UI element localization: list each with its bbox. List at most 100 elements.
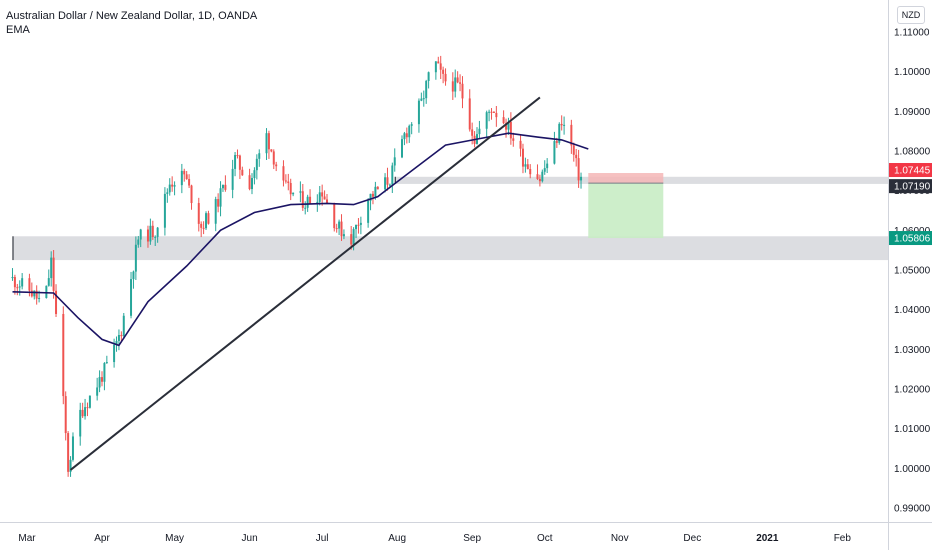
candle-body bbox=[572, 145, 575, 155]
candle-body bbox=[507, 121, 510, 130]
candle-body bbox=[84, 407, 87, 417]
time-tick-label: Jul bbox=[316, 533, 329, 544]
candle-body bbox=[558, 123, 561, 143]
candle-body bbox=[151, 225, 154, 238]
candle-body bbox=[444, 73, 447, 82]
price-badge-label-stop: 1.07445 bbox=[894, 166, 931, 177]
candle-body bbox=[401, 139, 403, 158]
candle-body bbox=[96, 387, 99, 396]
candle-body bbox=[217, 199, 220, 207]
candle-body bbox=[338, 221, 341, 229]
candle-body bbox=[234, 155, 237, 169]
time-tick-label: Mar bbox=[18, 533, 36, 544]
candle-body bbox=[485, 112, 488, 129]
price-tick-label: 1.04000 bbox=[894, 305, 931, 316]
candle-body bbox=[21, 278, 24, 287]
currency-button[interactable]: NZD bbox=[897, 6, 925, 24]
candle-body bbox=[490, 111, 493, 113]
candle-body bbox=[103, 363, 106, 382]
candle-body bbox=[376, 186, 379, 190]
candle-body bbox=[16, 287, 19, 289]
time-tick-label: 2021 bbox=[756, 533, 779, 544]
candle-body bbox=[35, 290, 38, 299]
candle-body bbox=[163, 193, 166, 228]
candle-body bbox=[64, 396, 67, 434]
candle-body bbox=[292, 192, 295, 195]
candle-body bbox=[326, 199, 328, 203]
candle-body bbox=[434, 61, 437, 73]
candle-body bbox=[509, 121, 512, 139]
candle-body bbox=[255, 158, 258, 171]
candle-body bbox=[154, 236, 157, 238]
candle-body bbox=[526, 164, 529, 169]
candle-body bbox=[570, 124, 573, 146]
indicator-label[interactable]: EMA bbox=[6, 24, 30, 36]
candle-body bbox=[512, 138, 515, 141]
candle-body bbox=[357, 224, 360, 226]
candle-body bbox=[575, 154, 578, 159]
candle-body bbox=[350, 234, 353, 245]
candle-body bbox=[309, 196, 312, 204]
candle-body bbox=[231, 168, 234, 190]
price-tick-label: 0.99000 bbox=[894, 504, 931, 515]
candle-body bbox=[519, 140, 522, 149]
candle-body bbox=[30, 290, 33, 297]
candle-body bbox=[205, 213, 208, 229]
candle-body bbox=[388, 184, 391, 186]
candle-body bbox=[270, 149, 273, 152]
time-tick-label: Jun bbox=[242, 533, 258, 544]
candle-body bbox=[69, 459, 72, 472]
candle-body bbox=[560, 123, 563, 126]
candle-body bbox=[219, 188, 222, 207]
candle-body bbox=[417, 100, 420, 125]
candle-body bbox=[146, 229, 149, 242]
candle-body bbox=[248, 175, 251, 190]
candle-body bbox=[502, 117, 505, 124]
price-tick-label: 1.05000 bbox=[894, 266, 931, 277]
candle-body bbox=[197, 203, 200, 224]
candle-body bbox=[11, 277, 14, 279]
candle-body bbox=[505, 123, 508, 130]
take-profit-zone bbox=[588, 183, 664, 239]
candle-body bbox=[137, 239, 140, 245]
candle-body bbox=[386, 177, 389, 185]
price-tick-label: 1.02000 bbox=[894, 385, 931, 396]
candle-body bbox=[488, 111, 491, 113]
candle-body bbox=[253, 170, 256, 179]
price-tick-label: 1.11000 bbox=[894, 28, 930, 39]
candle-body bbox=[38, 297, 41, 299]
candle-body bbox=[367, 200, 370, 223]
price-badge-label-target: 1.05806 bbox=[894, 234, 931, 245]
candle-body bbox=[115, 340, 118, 345]
time-tick-label: Sep bbox=[463, 533, 481, 544]
price-tick-label: 1.09000 bbox=[894, 107, 931, 118]
candle-body bbox=[117, 334, 120, 341]
trendline-0 bbox=[69, 96, 541, 471]
candle-body bbox=[471, 129, 474, 136]
candle-body bbox=[13, 277, 16, 288]
candle-body bbox=[275, 164, 278, 167]
candle-body bbox=[139, 229, 142, 240]
candle-body bbox=[546, 163, 549, 169]
candle-body bbox=[214, 199, 217, 224]
candle-body bbox=[391, 165, 394, 185]
candle-body bbox=[442, 69, 445, 74]
candle-body bbox=[335, 228, 338, 230]
candle-body bbox=[236, 155, 239, 157]
candle-body bbox=[185, 174, 188, 180]
time-tick-label: Oct bbox=[537, 533, 553, 544]
candle-body bbox=[538, 178, 541, 182]
sr-zone-0 bbox=[12, 236, 888, 261]
candle-body bbox=[202, 227, 205, 229]
candle-body bbox=[304, 207, 307, 209]
candle-body bbox=[393, 157, 396, 166]
candle-body bbox=[451, 81, 454, 92]
candle-body bbox=[456, 77, 459, 83]
candle-body bbox=[130, 279, 133, 316]
candle-body bbox=[81, 409, 84, 417]
candle-body bbox=[555, 141, 558, 143]
candle-body bbox=[86, 407, 89, 409]
candle-body bbox=[577, 158, 580, 181]
candle-body bbox=[180, 170, 183, 186]
